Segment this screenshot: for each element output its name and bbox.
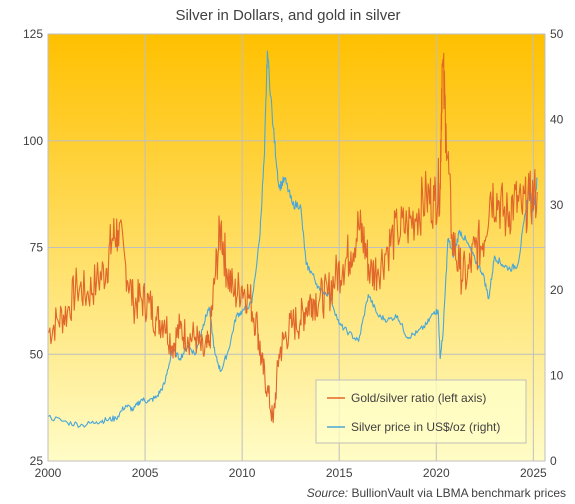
- source-label: Source:: [307, 486, 348, 500]
- legend-label-silver: Silver price in US$/oz (right): [351, 420, 500, 434]
- series-line-gold-silver-ratio: [48, 52, 538, 424]
- left-tick-label: 50: [30, 347, 44, 361]
- x-tick-label: 2010: [229, 466, 256, 480]
- left-tick-label: 25: [30, 454, 44, 468]
- right-tick-label: 50: [550, 27, 564, 41]
- legend-label-ratio: Gold/silver ratio (left axis): [351, 391, 486, 405]
- right-tick-label: 40: [550, 112, 564, 126]
- source-text: BullionVault via LBMA benchmark prices: [351, 486, 566, 500]
- left-axis-ticks: 25 50 75 100 125: [23, 27, 43, 468]
- right-tick-label: 30: [550, 198, 564, 212]
- right-tick-label: 0: [550, 454, 557, 468]
- x-tick-label: 2005: [132, 466, 159, 480]
- chart-title: Silver in Dollars, and gold in silver: [175, 7, 400, 24]
- legend-box: [315, 379, 527, 444]
- right-axis-ticks: 0 10 20 30 40 50: [550, 27, 564, 468]
- x-tick-label: 2025: [520, 466, 547, 480]
- right-tick-label: 20: [550, 283, 564, 297]
- left-tick-label: 75: [30, 241, 44, 255]
- series-line-silver-price: [48, 50, 538, 428]
- source-note: Source: BullionVault via LBMA benchmark …: [307, 486, 566, 500]
- x-tick-label: 2000: [35, 466, 62, 480]
- left-tick-label: 125: [23, 27, 43, 41]
- plot-border: [47, 33, 546, 462]
- left-tick-label: 100: [23, 134, 43, 148]
- x-axis-ticks: 2000 2005 2010 2015 2020 2025: [35, 466, 547, 480]
- x-tick-label: 2020: [423, 466, 450, 480]
- right-tick-label: 10: [550, 369, 564, 383]
- legend: Gold/silver ratio (left axis) Silver pri…: [315, 379, 527, 444]
- x-tick-label: 2015: [326, 466, 353, 480]
